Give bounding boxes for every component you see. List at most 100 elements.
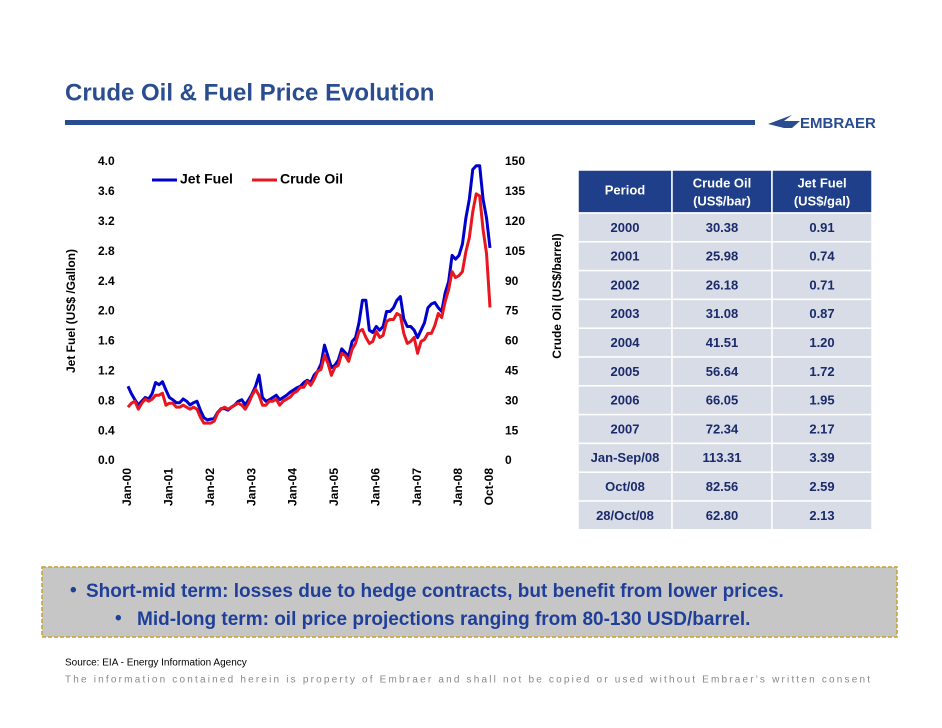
y2-tick-label: 150 bbox=[505, 154, 525, 168]
table-cell bbox=[771, 241, 873, 272]
table-cell bbox=[577, 471, 673, 502]
table-cell-text: 2002 bbox=[611, 277, 640, 292]
table-cell bbox=[671, 327, 773, 358]
bullet-symbol: • bbox=[70, 580, 77, 601]
y-tick-label: 0.8 bbox=[98, 393, 115, 407]
x-tick-label: Jan-03 bbox=[244, 468, 258, 506]
table-cell bbox=[577, 385, 673, 416]
table-header-text: (US$/bar) bbox=[693, 193, 751, 208]
y-tick-label: 0.4 bbox=[98, 423, 115, 437]
table-cell bbox=[577, 500, 673, 531]
table-cell-text: 2.59 bbox=[809, 479, 834, 494]
table-header-text: Period bbox=[605, 182, 646, 197]
x-tick-label: Jan-08 bbox=[451, 468, 465, 506]
bullet-symbol: • bbox=[115, 608, 122, 629]
footer-note: The information contained herein is prop… bbox=[65, 675, 870, 686]
table-cell-text: 31.08 bbox=[706, 306, 739, 321]
slide-title: Crude Oil & Fuel Price Evolution bbox=[65, 79, 434, 106]
table-cell-text: 2004 bbox=[611, 335, 641, 350]
table-header-text: Jet Fuel bbox=[797, 175, 846, 190]
table-cell-text: 41.51 bbox=[706, 335, 739, 350]
table-cell bbox=[577, 298, 673, 329]
x-tick-label: Jan-00 bbox=[120, 468, 134, 506]
title-rule bbox=[65, 120, 755, 125]
table-cell-text: 26.18 bbox=[706, 277, 739, 292]
table-cell bbox=[577, 413, 673, 445]
table-cell-text: 2003 bbox=[611, 306, 640, 321]
y-axis-label: Jet Fuel (US$ /Gallon) bbox=[64, 249, 78, 373]
logo-text: EMBRAER bbox=[800, 115, 876, 132]
table-cell-text: 2000 bbox=[611, 220, 640, 235]
table-cell-text: 72.34 bbox=[706, 421, 739, 436]
table-cell-text: 2.17 bbox=[809, 421, 834, 436]
x-tick-label: Oct-08 bbox=[482, 468, 496, 506]
table-cell-text: 62.80 bbox=[706, 508, 739, 523]
table-cell bbox=[671, 298, 773, 329]
table-cell-text: 25.98 bbox=[706, 249, 739, 264]
y-tick-label: 3.6 bbox=[98, 184, 115, 198]
table-cell-text: 28/Oct/08 bbox=[596, 508, 654, 523]
table-cell-text: 1.20 bbox=[809, 335, 834, 350]
table-cell bbox=[671, 212, 773, 243]
y2-tick-label: 105 bbox=[505, 244, 525, 258]
table-cell bbox=[771, 385, 873, 416]
y2-tick-label: 120 bbox=[505, 214, 525, 228]
table-header-cell bbox=[771, 169, 873, 214]
y2-tick-label: 45 bbox=[505, 363, 519, 377]
table-cell-text: 1.95 bbox=[809, 393, 834, 408]
table-cell bbox=[577, 356, 673, 387]
table-header-text: Crude Oil bbox=[693, 175, 752, 190]
bullet-text: Short-mid term: losses due to hedge cont… bbox=[86, 581, 784, 602]
table-cell-text: 56.64 bbox=[706, 364, 739, 379]
table-cell-text: 66.05 bbox=[706, 393, 739, 408]
bullet-text: Mid-long term: oil price projections ran… bbox=[137, 609, 750, 630]
table-cell-text: 2001 bbox=[611, 249, 640, 264]
table-cell-text: 30.38 bbox=[706, 220, 739, 235]
table-cell-text: 2007 bbox=[611, 421, 640, 436]
y2-tick-label: 75 bbox=[505, 304, 519, 318]
y-tick-label: 1.2 bbox=[98, 363, 115, 377]
source-note: Source: EIA - Energy Information Agency bbox=[65, 658, 247, 669]
y-tick-label: 2.8 bbox=[98, 244, 115, 258]
legend-label: Jet Fuel bbox=[180, 171, 233, 187]
table-cell bbox=[671, 471, 773, 502]
y-tick-label: 0.0 bbox=[98, 453, 115, 467]
table-cell-text: 82.56 bbox=[706, 479, 739, 494]
y2-tick-label: 60 bbox=[505, 334, 519, 348]
y2-tick-label: 30 bbox=[505, 393, 519, 407]
table-cell bbox=[771, 500, 873, 531]
x-tick-label: Jan-04 bbox=[286, 468, 300, 506]
bullet-box bbox=[41, 566, 898, 638]
table-cell bbox=[771, 327, 873, 358]
x-tick-label: Jan-06 bbox=[368, 468, 382, 506]
table-cell-text: 2005 bbox=[611, 364, 640, 379]
table-cell bbox=[577, 327, 673, 358]
table-cell-text: 0.91 bbox=[809, 220, 834, 235]
table-cell-text: 0.71 bbox=[809, 277, 834, 292]
table-cell-text: 2.13 bbox=[809, 508, 834, 523]
x-tick-label: Jan-02 bbox=[203, 468, 217, 506]
y2-tick-label: 135 bbox=[505, 184, 525, 198]
table-cell-text: Oct/08 bbox=[605, 479, 645, 494]
table-header-text: (US$/gal) bbox=[794, 193, 850, 208]
table-cell-text: 3.39 bbox=[809, 450, 834, 465]
table-cell bbox=[771, 212, 873, 243]
table-cell-text: Jan-Sep/08 bbox=[591, 450, 660, 465]
y-tick-label: 2.0 bbox=[98, 304, 115, 318]
table-cell-text: 0.74 bbox=[809, 249, 835, 264]
legend-label: Crude Oil bbox=[280, 171, 343, 187]
y-tick-label: 1.6 bbox=[98, 334, 115, 348]
table-cell-text: 2006 bbox=[611, 393, 640, 408]
table-cell bbox=[577, 442, 673, 473]
y-tick-label: 4.0 bbox=[98, 154, 115, 168]
x-tick-label: Jan-05 bbox=[327, 468, 341, 506]
table-cell bbox=[671, 413, 773, 445]
y2-axis-label: Crude Oil (US$/barrel) bbox=[550, 233, 564, 358]
table-cell-text: 113.31 bbox=[702, 450, 741, 465]
x-tick-label: Jan-01 bbox=[162, 468, 176, 506]
y-tick-label: 3.2 bbox=[98, 214, 115, 228]
y-tick-label: 2.4 bbox=[98, 274, 115, 288]
table-cell bbox=[577, 241, 673, 272]
y2-tick-label: 0 bbox=[505, 453, 512, 467]
table-cell bbox=[771, 471, 873, 502]
